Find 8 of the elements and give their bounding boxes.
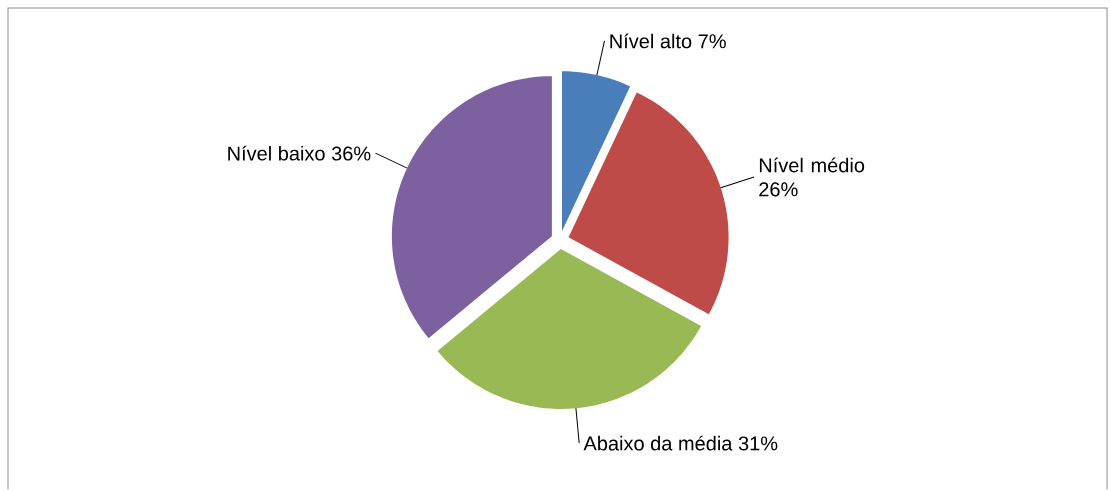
data-label: 31% [738,436,778,451]
slice-label: Nível alto [610,33,692,49]
slice-label: Abaixo da média [583,435,733,451]
data-label: 36% [331,146,371,161]
slice-label: Nível médio [759,157,865,173]
data-label: 7% [698,34,726,49]
data-label: 26% [759,182,798,197]
slice-label: Nível baixo [228,145,325,161]
